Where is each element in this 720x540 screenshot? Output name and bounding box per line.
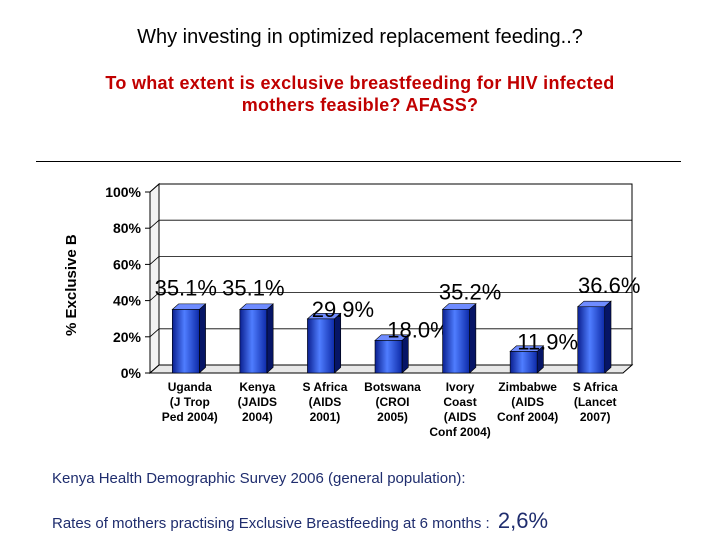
x-tick-label: Conf 2004) — [497, 410, 558, 424]
x-tick-label: S Africa — [573, 380, 618, 394]
y-tick-label: 60% — [113, 256, 142, 272]
data-label: 36.6% — [578, 273, 640, 298]
chart-question: To what extent is exclusive breastfeedin… — [0, 72, 720, 116]
chart-question-line-1: To what extent is exclusive breastfeedin… — [105, 73, 615, 93]
bar-side — [266, 303, 274, 374]
x-tick-label: Uganda — [168, 380, 212, 394]
survey-source-note: Kenya Health Demographic Survey 2006 (ge… — [52, 470, 466, 487]
y-tick-label: 40% — [113, 293, 142, 309]
gridline — [149, 255, 632, 265]
x-tick-label: Conf 2004) — [429, 425, 490, 439]
x-tick-label: (AIDS — [444, 410, 477, 424]
bar-top — [576, 300, 612, 308]
bar — [509, 351, 538, 374]
x-tick-label: S Africa — [302, 380, 347, 394]
bar — [307, 318, 335, 374]
x-tick-label: Coast — [443, 395, 476, 409]
bar-side — [469, 303, 477, 374]
slide-title: Why investing in optimized replacement f… — [137, 26, 583, 48]
data-label: 35.1% — [155, 275, 217, 300]
ebf-rate-value: 2,6% — [497, 508, 549, 533]
bar — [171, 309, 200, 374]
x-tick-label: (J Trop — [170, 395, 210, 409]
x-tick-label: Ivory — [446, 380, 475, 394]
y-axis-label: % Exclusive B — [63, 234, 80, 336]
bar — [374, 340, 403, 374]
x-tick-label: Botswana — [364, 380, 421, 394]
data-label: 11.9% — [517, 329, 578, 354]
x-tick-label: (AIDS — [511, 395, 544, 409]
y-tick-label: 100% — [105, 184, 141, 200]
y-tick-label: 20% — [113, 329, 142, 345]
bar-side — [198, 303, 206, 374]
bar-side — [604, 300, 612, 374]
bar — [442, 308, 470, 374]
chart-question-line-2: mothers feasible? AFASS? — [241, 95, 479, 115]
x-tick-label: 2001) — [310, 410, 341, 424]
x-tick-label: 2007) — [580, 410, 611, 424]
divider-line — [36, 161, 681, 162]
bar-side — [334, 312, 342, 374]
ebf-rate-note: Rates of mothers practising Exclusive Br… — [52, 508, 548, 534]
y-tick-label: 0% — [121, 365, 142, 381]
bar-top — [239, 303, 274, 310]
x-tick-label: (JAIDS — [238, 395, 277, 409]
data-label: 35.2% — [439, 279, 501, 304]
bar — [577, 306, 606, 374]
y-tick-label: 80% — [113, 220, 142, 236]
bar-top — [171, 303, 207, 310]
x-tick-label: (CROI — [376, 395, 410, 409]
gridline — [149, 219, 632, 229]
data-label: 29.9% — [312, 297, 374, 322]
x-tick-label: 2004) — [242, 410, 273, 424]
x-tick-label: Zimbabwe — [498, 380, 557, 394]
gridline — [149, 292, 632, 301]
data-label: 35.1% — [222, 275, 284, 300]
data-label: 18.0% — [387, 317, 449, 342]
bar — [239, 309, 268, 374]
x-tick-label: 2005) — [377, 410, 408, 424]
ebf-rate-label: Rates of mothers practising Exclusive Br… — [52, 515, 490, 532]
gridline — [149, 183, 632, 193]
x-tick-label: (AIDS — [309, 395, 342, 409]
bar-top — [441, 303, 477, 310]
x-tick-label: (Lancet — [574, 395, 617, 409]
x-tick-label: Ped 2004) — [162, 410, 218, 424]
x-tick-label: Kenya — [239, 380, 275, 394]
